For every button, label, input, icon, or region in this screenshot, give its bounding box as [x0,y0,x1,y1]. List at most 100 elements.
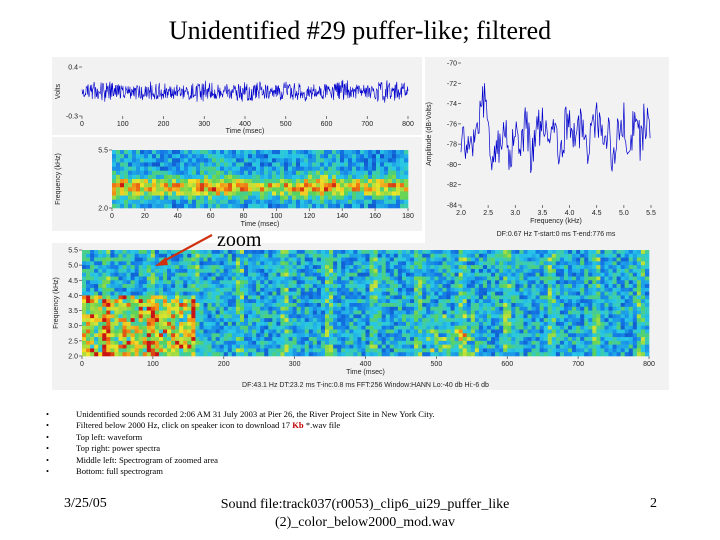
spectrogram-cell [180,191,185,196]
spectrogram-cell [373,344,378,349]
spectrogram-cell [192,158,197,163]
spectrogram-cell [114,318,119,323]
spectrogram-cell [381,299,387,304]
spectrogram-cell [462,261,468,266]
spectrogram-cell [272,203,277,209]
spectrogram-cell [207,272,212,277]
spectrogram-cell [235,344,241,349]
spectrogram-cell [308,154,313,159]
spectrogram-cell [179,250,184,255]
spectrogram-cell [158,268,164,274]
spectrogram-cell [482,276,488,281]
spectrogram-cell [450,352,455,357]
spectrogram-cell [551,344,557,349]
spectrogram-cell [183,265,188,270]
spectrogram-cell [442,268,447,274]
spectrogram-cell [418,352,423,357]
spectrogram-cell [212,154,217,159]
spectrogram-cell [223,280,229,285]
spectrogram-cell [454,291,459,296]
spectrogram-cell [535,337,540,342]
spectrogram-cell [592,337,597,342]
spectrogram-cell [276,187,281,192]
spectrogram-cell [348,199,353,205]
spectrogram-cell [195,348,200,353]
spectrogram-cell [142,257,148,262]
spectrogram-cell [171,268,176,274]
spectrogram-cell [397,325,403,330]
spectrogram-cell [90,291,95,296]
spectrogram-cell [414,333,419,338]
spectrogram-cell [128,183,133,188]
spectrogram-cell [144,158,149,163]
spectrogram-cell [223,310,229,315]
spectrogram-cell [612,303,617,308]
spectrogram-cell [628,325,634,330]
spectrogram-cell [474,272,480,277]
spectrogram-cell [487,272,492,277]
spectrogram-cell [199,257,204,262]
spectrogram-cell [523,276,528,281]
spectrogram-cell [146,340,152,345]
spectrogram-cell [414,340,419,345]
spectrogram-cell [555,250,561,255]
spectrogram-cell [568,329,573,334]
spectrogram-cell [195,295,200,300]
spectrogram-cell [220,203,225,209]
spectrogram-cell [171,299,176,304]
spectrogram-cell [116,150,121,155]
spectrogram-cell [414,314,419,319]
spectrogram-cell [138,352,144,357]
spectrogram-cell [158,333,164,338]
spectrogram-cell [138,287,144,292]
spectrogram-cell [300,250,306,255]
spectrogram-cell [223,321,229,327]
spectrogram-cell [368,150,373,155]
spectrogram-cell [223,287,229,292]
spectrogram-cell [320,276,326,281]
spectrogram-cell [446,329,451,334]
spectrogram-cell [608,291,613,296]
spectrogram-cell [576,268,581,274]
spectrogram-cell [163,261,168,266]
spectrogram-cell [192,170,197,176]
spectrogram-cell [146,325,152,330]
spectrogram-cell [608,299,613,304]
spectrogram-cell [523,303,528,308]
spectrogram-cell [154,333,160,338]
spectrogram-cell [559,344,565,349]
spectrogram-cell [511,321,516,327]
spectrogram-cell [86,257,91,262]
spectrogram-cell [620,303,625,308]
spectrogram-cell [128,158,133,163]
spectrogram-cell [260,191,265,196]
spectrogram-cell [195,287,200,292]
spectrogram-cell [256,261,261,266]
spectrogram-cell [406,321,411,327]
spectrogram-cell [632,303,638,308]
spectrogram-cell [414,306,419,311]
spectrogram-cell [308,340,314,345]
waveform-trace [81,79,409,103]
spectrogram-cell [114,287,119,292]
spectrogram-cell [458,329,463,334]
spectrogram-cell [118,265,123,270]
spectrogram-cell [462,303,468,308]
spectrogram-cell [592,318,597,323]
spectrogram-cell [296,150,301,155]
spectrogram-cell [235,276,241,281]
spectrogram-cell [474,340,480,345]
spectrogram-cell [196,203,201,209]
spectrogram-cell [232,191,237,196]
spectrogram-cell [580,284,585,289]
spectrogram-cell [348,166,353,172]
spectrogram-cell [628,284,634,289]
spectrogram-cell [175,306,180,311]
spectrogram-cell [136,191,141,196]
spectrogram-cell [180,166,185,172]
spectrogram-cell [341,250,346,255]
spectrogram-cell [563,325,569,330]
spectrogram-cell [132,166,137,172]
spectrogram-cell [487,299,492,304]
spectrogram-cell [341,299,346,304]
